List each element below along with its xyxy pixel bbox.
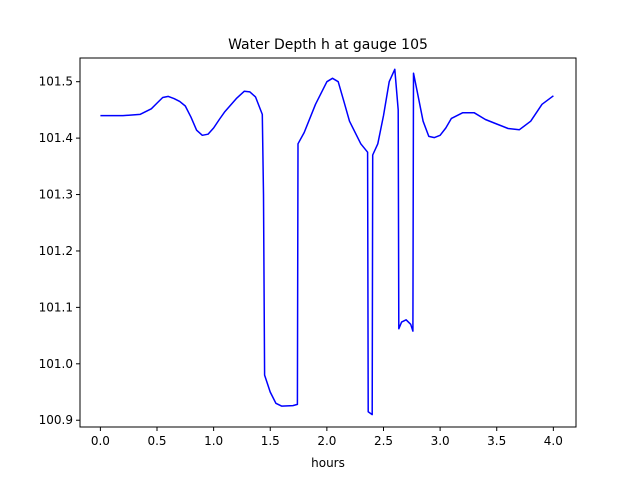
x-axis: 0.0 0.5 1.0 1.5 2.0 2.5 3.0 3.5 4.0 — [91, 427, 563, 448]
x-tick-label: 1.5 — [261, 434, 280, 448]
y-tick-label: 101.4 — [39, 131, 73, 145]
y-tick-label: 101.0 — [39, 357, 73, 371]
chart-title: Water Depth h at gauge 105 — [228, 37, 428, 53]
y-tick-label: 100.9 — [39, 413, 73, 427]
y-tick-label: 101.5 — [39, 75, 73, 89]
x-tick-label: 2.5 — [374, 434, 393, 448]
x-tick-label: 4.0 — [544, 434, 563, 448]
x-tick-label: 3.5 — [487, 434, 506, 448]
x-tick-label: 3.0 — [431, 434, 450, 448]
y-tick-label: 101.2 — [39, 244, 73, 258]
x-axis-label: hours — [311, 456, 345, 470]
plot-area — [79, 57, 577, 428]
x-tick-label: 2.0 — [317, 434, 336, 448]
y-axis: 100.9 101.0 101.1 101.2 101.3 101.4 101.5 — [39, 75, 80, 427]
x-tick-label: 1.0 — [204, 434, 223, 448]
series-line — [100, 68, 554, 416]
y-tick-label: 101.3 — [39, 188, 73, 202]
y-tick-label: 101.1 — [39, 300, 73, 314]
x-tick-label: 0.5 — [147, 434, 166, 448]
x-tick-label: 0.0 — [91, 434, 110, 448]
